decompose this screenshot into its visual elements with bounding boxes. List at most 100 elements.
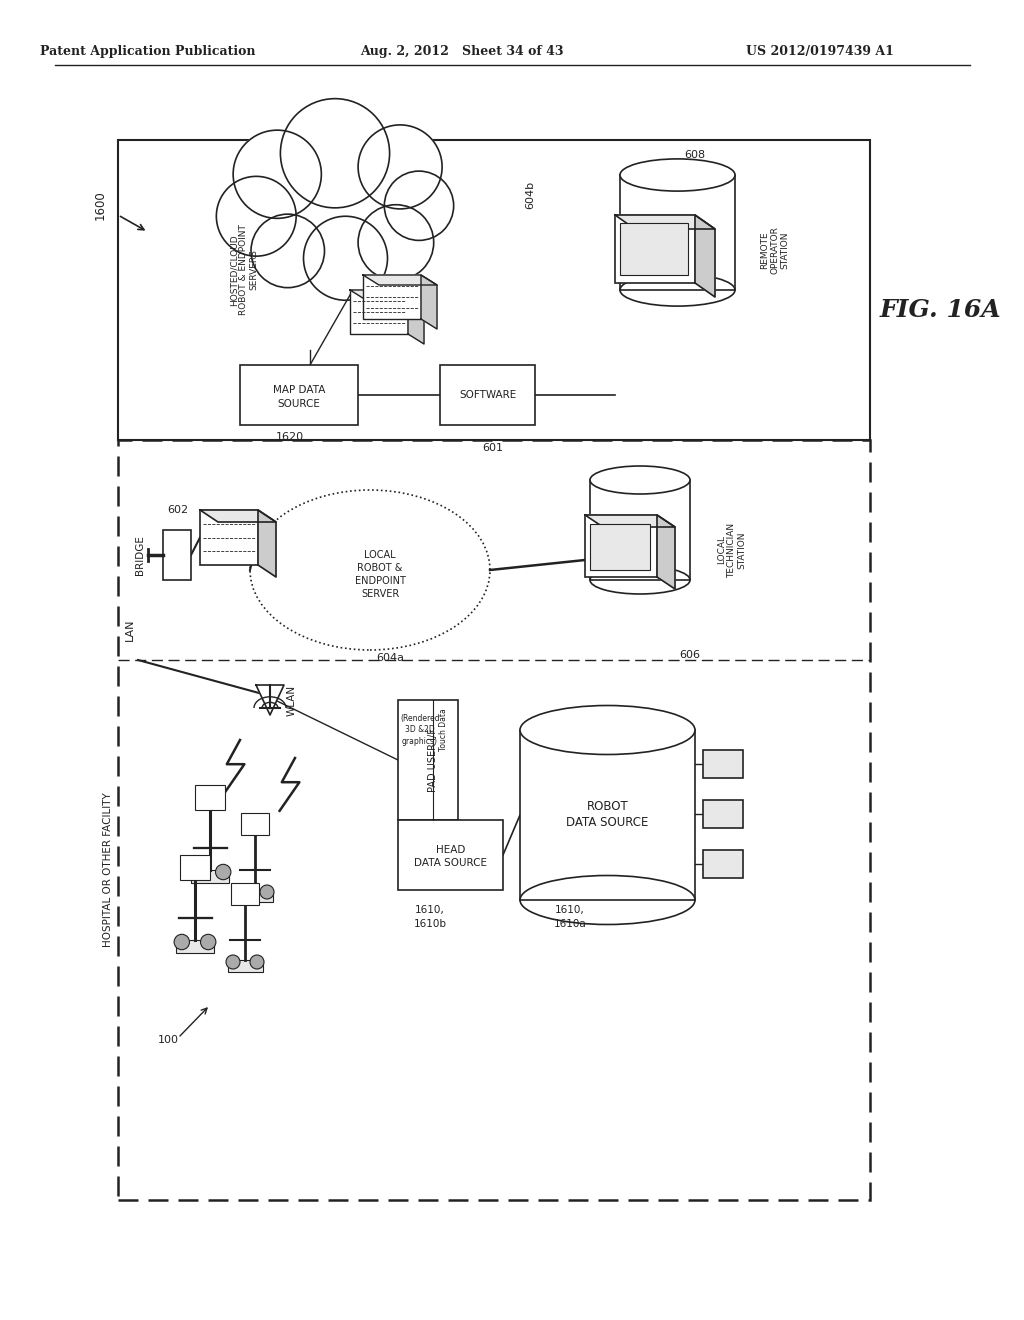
Bar (590, 480, 690, 579)
Circle shape (216, 177, 296, 256)
Bar (190, 870, 229, 883)
Text: LOCAL: LOCAL (718, 536, 726, 565)
Text: REMOTE: REMOTE (761, 231, 769, 269)
Circle shape (303, 216, 387, 300)
Bar (195, 785, 225, 809)
Text: 1600: 1600 (93, 190, 106, 220)
Text: SERVER: SERVER (360, 589, 399, 599)
Text: DATA SOURCE: DATA SOURCE (414, 858, 487, 869)
Circle shape (201, 935, 216, 949)
Polygon shape (256, 685, 284, 715)
Text: FIG. 16A: FIG. 16A (880, 298, 1000, 322)
Text: 606: 606 (680, 649, 700, 660)
Text: SERVERS: SERVERS (250, 249, 258, 290)
Text: (Rendered
3D &2D
graphics): (Rendered 3D &2D graphics) (400, 714, 440, 746)
Circle shape (233, 131, 322, 218)
Text: LOCAL: LOCAL (365, 550, 396, 560)
Text: 1610a: 1610a (554, 919, 587, 929)
Bar (703, 800, 743, 828)
Ellipse shape (620, 158, 735, 191)
Bar (362, 275, 421, 319)
Bar (590, 524, 650, 570)
Bar (520, 730, 695, 900)
Circle shape (384, 172, 454, 240)
Polygon shape (362, 275, 437, 285)
Text: STATION: STATION (737, 531, 746, 569)
Bar (620, 223, 688, 275)
Text: 1610,: 1610, (415, 906, 444, 915)
Text: DATA SOURCE: DATA SOURCE (566, 817, 648, 829)
Bar (118, 140, 870, 440)
Text: 604b: 604b (525, 181, 535, 209)
Text: WLAN: WLAN (287, 685, 297, 715)
Bar (176, 940, 214, 953)
Polygon shape (408, 290, 424, 345)
Bar (200, 510, 258, 565)
Text: SOFTWARE: SOFTWARE (459, 389, 516, 400)
Circle shape (281, 99, 389, 207)
Text: STATION: STATION (780, 231, 790, 269)
Text: MAP DATA
SOURCE: MAP DATA SOURCE (272, 385, 326, 409)
Circle shape (260, 884, 274, 899)
Polygon shape (200, 510, 276, 521)
Text: 1610b: 1610b (414, 919, 446, 929)
Bar (398, 820, 503, 890)
Text: OPERATOR: OPERATOR (770, 226, 779, 275)
Text: Aug. 2, 2012   Sheet 34 of 43: Aug. 2, 2012 Sheet 34 of 43 (360, 45, 564, 58)
Polygon shape (350, 290, 424, 300)
Text: 608: 608 (684, 150, 706, 160)
Text: PAD USER I/F: PAD USER I/F (428, 729, 438, 792)
Polygon shape (585, 515, 675, 527)
Polygon shape (258, 510, 276, 577)
Bar (398, 700, 458, 820)
Circle shape (236, 884, 250, 899)
Text: BRIDGE: BRIDGE (135, 535, 145, 576)
Circle shape (174, 935, 189, 949)
Text: 604a: 604a (376, 653, 404, 663)
Bar (703, 850, 743, 878)
Bar (240, 366, 358, 425)
Circle shape (189, 865, 205, 879)
Bar (179, 855, 210, 879)
Text: Patent Application Publication: Patent Application Publication (40, 45, 256, 58)
Text: ROBOT &: ROBOT & (357, 564, 402, 573)
Circle shape (358, 205, 434, 280)
Bar (440, 366, 535, 425)
Text: 1610,: 1610, (555, 906, 585, 915)
Polygon shape (615, 215, 715, 228)
Circle shape (215, 865, 230, 879)
Bar (585, 515, 657, 577)
Text: ROBOT: ROBOT (587, 800, 629, 813)
Bar (231, 883, 259, 906)
Ellipse shape (590, 466, 690, 494)
Text: US 2012/0197439 A1: US 2012/0197439 A1 (746, 45, 894, 58)
Bar (238, 890, 272, 902)
Bar (703, 750, 743, 777)
Bar (118, 440, 870, 1200)
Bar (163, 531, 191, 579)
Circle shape (226, 954, 240, 969)
Text: Touch Data: Touch Data (438, 709, 447, 751)
Text: LAN: LAN (125, 619, 135, 642)
Polygon shape (657, 515, 675, 589)
Text: 100: 100 (158, 1035, 178, 1045)
Circle shape (251, 214, 325, 288)
Bar (615, 215, 695, 282)
Ellipse shape (520, 705, 695, 755)
Text: ENDPOINT: ENDPOINT (354, 576, 406, 586)
Bar (350, 290, 408, 334)
Bar (620, 176, 735, 290)
Text: TECHNICIAN: TECHNICIAN (727, 523, 736, 578)
Text: 1620: 1620 (275, 432, 304, 442)
Polygon shape (421, 275, 437, 329)
Text: 601: 601 (482, 444, 503, 453)
Circle shape (358, 125, 442, 209)
Text: HOSPITAL OR OTHER FACILITY: HOSPITAL OR OTHER FACILITY (103, 792, 113, 948)
Text: HEAD: HEAD (436, 845, 465, 855)
Text: HOSTED/CLOUD: HOSTED/CLOUD (229, 234, 239, 306)
Circle shape (250, 954, 264, 969)
Text: ROBOT & ENDPOINT: ROBOT & ENDPOINT (240, 224, 249, 315)
Text: 602: 602 (168, 506, 188, 515)
Polygon shape (695, 215, 715, 297)
Bar (227, 960, 262, 972)
